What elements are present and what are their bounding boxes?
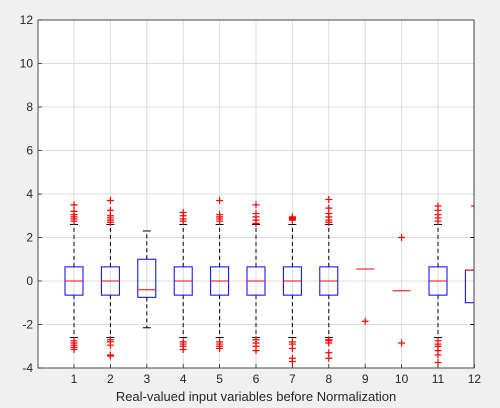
x-tick-label: 5 xyxy=(216,372,223,386)
outlier-point xyxy=(398,234,406,241)
outlier-point xyxy=(434,202,442,210)
outlier-point xyxy=(216,338,224,346)
x-tick-label: 6 xyxy=(253,372,260,386)
outlier-point xyxy=(70,337,78,345)
box-iqr xyxy=(464,269,474,304)
x-tick-label: 1 xyxy=(71,372,78,386)
outlier-point xyxy=(179,208,187,216)
x-tick-label: 4 xyxy=(180,372,187,386)
y-tick-label: 8 xyxy=(26,100,33,114)
outlier-point xyxy=(325,336,333,344)
x-tick-label: 12 xyxy=(468,372,482,386)
outlier-point xyxy=(434,337,442,345)
box-7 xyxy=(282,213,302,365)
box-8 xyxy=(319,195,339,362)
outlier-point xyxy=(216,197,224,205)
outlier-point xyxy=(252,336,260,344)
y-tick-label: 12 xyxy=(20,13,34,27)
y-tick-label: 0 xyxy=(26,274,33,288)
outlier-point xyxy=(179,338,187,346)
outlier-point xyxy=(288,213,296,221)
x-tick-label: 7 xyxy=(289,372,296,386)
outlier-point xyxy=(106,351,114,359)
box-2 xyxy=(100,197,120,360)
outlier-point xyxy=(325,349,333,357)
x-axis-label: Real-valued input variables before Norma… xyxy=(116,389,396,404)
outlier-point xyxy=(288,338,296,346)
x-tick-label: 9 xyxy=(362,372,369,386)
outlier-point xyxy=(106,336,114,344)
outlier-point xyxy=(252,201,260,209)
outlier-point xyxy=(398,339,406,347)
outlier-point xyxy=(70,207,78,215)
box-11 xyxy=(428,202,448,367)
box-5 xyxy=(210,197,230,352)
outlier-point xyxy=(470,202,474,210)
x-tick-label: 3 xyxy=(143,372,150,386)
outlier-point xyxy=(325,204,333,212)
outlier-point xyxy=(106,197,114,205)
box-3 xyxy=(137,230,157,329)
outlier-point xyxy=(216,211,224,219)
box-9 xyxy=(356,268,375,325)
outlier-point xyxy=(361,317,369,325)
outlier-point xyxy=(252,210,260,218)
box-10 xyxy=(392,234,411,347)
outlier-point xyxy=(325,195,333,203)
y-tick-label: -4 xyxy=(22,361,33,375)
x-tick-label: 2 xyxy=(107,372,114,386)
y-tick-label: 6 xyxy=(26,144,33,158)
box-6 xyxy=(246,201,266,355)
box-4 xyxy=(173,208,193,354)
box-layer xyxy=(64,195,474,367)
outlier-point xyxy=(288,354,296,362)
box-12 xyxy=(464,202,474,325)
box-iqr xyxy=(137,258,157,298)
x-tick-label: 11 xyxy=(432,372,445,386)
box-1 xyxy=(64,201,84,354)
x-tick-label: 8 xyxy=(325,372,332,386)
outlier-point xyxy=(106,206,114,214)
y-tick-label: 4 xyxy=(26,187,33,201)
y-tick-label: 10 xyxy=(20,57,34,71)
x-tick-label: 10 xyxy=(395,372,409,386)
y-tick-label: 2 xyxy=(26,231,33,245)
outlier-point xyxy=(70,201,78,209)
y-tick-label: -2 xyxy=(22,318,33,332)
